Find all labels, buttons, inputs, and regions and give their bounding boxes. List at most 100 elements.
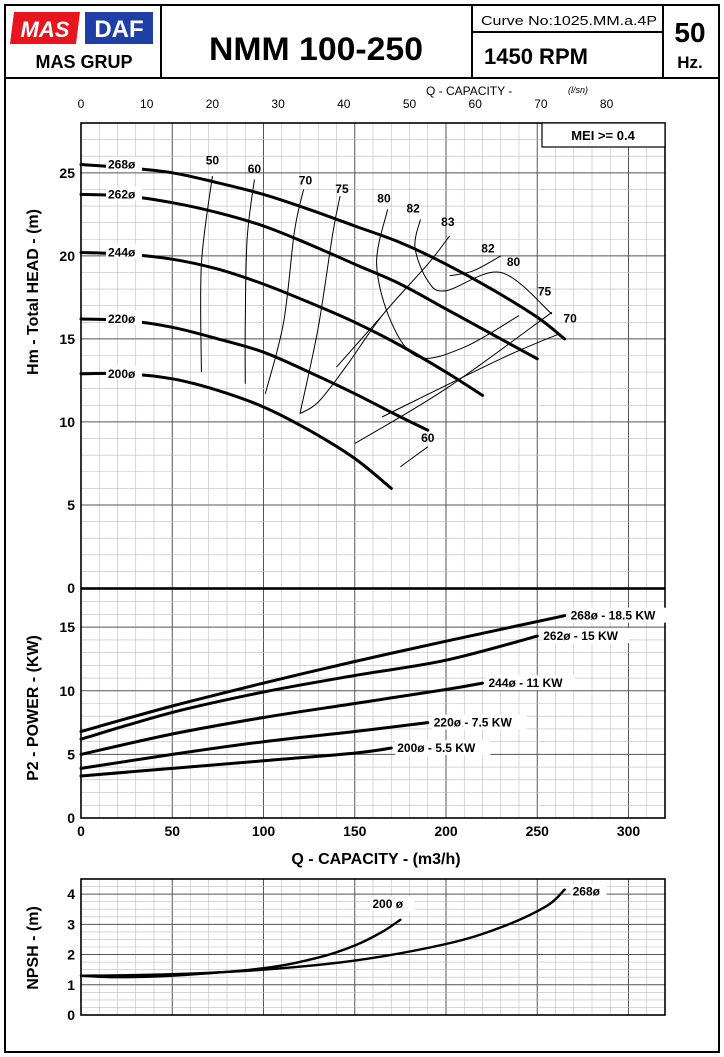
power-series-label-bg bbox=[431, 714, 527, 730]
power-series-label: 220ø - 7.5 KW bbox=[434, 716, 513, 730]
efficiency-label: 50 bbox=[206, 154, 220, 168]
power-xtick: 50 bbox=[164, 823, 180, 839]
power-plot: 268ø - 18.5 KW 262ø - 15 KW 244ø - 11 KW 22… bbox=[25, 588, 671, 868]
head-series-line bbox=[79, 163, 567, 341]
rpm-label: 1450 RPM bbox=[484, 44, 588, 69]
power-series-label-bg bbox=[486, 675, 575, 691]
daf-logo-bg bbox=[85, 12, 153, 44]
iso-efficiency-line bbox=[449, 255, 502, 277]
head-series-label: 268ø bbox=[108, 158, 136, 172]
brand-mas: MAS bbox=[21, 17, 70, 42]
power-xtick: 250 bbox=[526, 823, 550, 839]
top-xtick: 60 bbox=[469, 97, 483, 111]
top-xtick: 70 bbox=[534, 97, 548, 111]
power-ytick: 15 bbox=[59, 619, 75, 635]
iso-efficiency-line bbox=[381, 333, 560, 418]
power-xtick: 200 bbox=[434, 823, 458, 839]
head-ytick: 20 bbox=[59, 248, 75, 264]
npsh-frame bbox=[80, 878, 666, 1016]
power-curves bbox=[79, 614, 567, 778]
npsh-series-label-bg bbox=[570, 884, 607, 899]
power-ytick: 0 bbox=[67, 810, 75, 826]
power-xtick: 0 bbox=[77, 823, 85, 839]
power-series-label-bg bbox=[395, 740, 491, 756]
power-labels: 268ø - 18.5 KW 262ø - 15 KW 244ø - 11 KW 22… bbox=[395, 607, 671, 756]
brand-daf: DAF bbox=[94, 16, 143, 43]
head-series-line bbox=[79, 251, 484, 397]
efficiency-label: 60 bbox=[248, 162, 262, 176]
curve-number: Curve No:1025.MM.a.4P bbox=[481, 13, 657, 28]
power-frame bbox=[80, 588, 666, 819]
header: MAS DAF MAS GRUP NMM 100-250 Curve No:10… bbox=[6, 6, 718, 79]
performance-sheet: MAS DAF MAS GRUP NMM 100-250 Curve No:10… bbox=[4, 4, 720, 1053]
mas-logo-bg bbox=[10, 12, 80, 44]
head-series-label-bg bbox=[106, 186, 142, 201]
top-xtick: 40 bbox=[337, 97, 351, 111]
iso-efficiency-line bbox=[376, 209, 520, 359]
head-series-label-bg bbox=[106, 244, 142, 259]
npsh-series-line bbox=[79, 888, 566, 977]
power-series-line bbox=[79, 614, 567, 733]
brand-group: MAS GRUP bbox=[35, 52, 132, 72]
power-series-label-bg bbox=[541, 628, 630, 644]
power-series-label-bg bbox=[568, 607, 671, 623]
head-series-label: 200ø bbox=[108, 367, 136, 381]
power-series-line bbox=[79, 634, 539, 741]
head-series-label-bg bbox=[106, 156, 142, 171]
efficiency-label: 82 bbox=[481, 242, 495, 256]
model-title: NMM 100-250 bbox=[209, 31, 423, 67]
iso-efficiency-line bbox=[354, 311, 553, 444]
head-ytick: 10 bbox=[59, 414, 75, 430]
head-ytick: 25 bbox=[59, 165, 75, 181]
top-xtick: 80 bbox=[600, 97, 614, 111]
npsh-plot: 200 ø 268ø 0 1 2 3 4 NPSH - (m) bbox=[25, 878, 666, 1023]
head-series-label-bg bbox=[106, 365, 142, 380]
iso-efficiency-line bbox=[244, 179, 255, 384]
top-xtick: 20 bbox=[206, 97, 220, 111]
head-plot: 268ø262ø244ø220ø200ø50607075808283828075… bbox=[25, 84, 666, 596]
efficiency-label: 82 bbox=[406, 202, 420, 216]
iso-efficiency-line bbox=[414, 219, 553, 315]
power-grid bbox=[80, 588, 666, 819]
npsh-grid bbox=[80, 878, 666, 1016]
efficiency-label: 60 bbox=[421, 431, 435, 445]
power-series-label: 268ø - 18.5 KW bbox=[571, 609, 656, 623]
npsh-ytick: 1 bbox=[67, 977, 75, 993]
top-xtick: 30 bbox=[271, 97, 285, 111]
efficiency-label: 75 bbox=[335, 182, 349, 196]
head-series-line bbox=[79, 192, 539, 361]
top-xlabel: Q - CAPACITY - bbox=[426, 84, 512, 98]
power-series-label: 244ø - 11 KW bbox=[489, 676, 564, 690]
efficiency-label: 70 bbox=[299, 173, 313, 187]
hz-unit: Hz. bbox=[677, 53, 703, 72]
head-series-label: 262ø bbox=[108, 187, 136, 201]
npsh-ytick: 3 bbox=[67, 916, 75, 932]
head-ytick: 5 bbox=[67, 497, 75, 513]
power-xtick: 100 bbox=[252, 823, 276, 839]
power-series-line bbox=[79, 746, 393, 778]
efficiency-label: 83 bbox=[441, 215, 455, 229]
capacity-xlabel: Q - CAPACITY - (m3/h) bbox=[291, 851, 460, 868]
npsh-ytick: 0 bbox=[67, 1007, 75, 1023]
npsh-labels: 200 ø 268ø bbox=[370, 884, 607, 911]
head-ytick: 0 bbox=[67, 580, 75, 596]
mei-box bbox=[541, 122, 666, 148]
head-ylabel: Hm - Total HEAD - (m) bbox=[25, 209, 42, 375]
hz-value: 50 bbox=[674, 17, 705, 48]
head-border bbox=[80, 122, 666, 589]
head-labels: 268ø 262ø 244ø 220ø 200ø 50 60 70 75 80 82 83 82 80 75… bbox=[106, 154, 577, 445]
power-series-label: 262ø - 15 KW bbox=[543, 629, 618, 643]
efficiency-label: 80 bbox=[377, 192, 391, 206]
power-xtick: 150 bbox=[343, 823, 367, 839]
head-series-label: 220ø bbox=[108, 312, 136, 326]
power-ylabel: P2 - POWER - (KW) bbox=[25, 635, 42, 781]
npsh-ylabel: NPSH - (m) bbox=[25, 906, 42, 990]
top-xtick: 10 bbox=[140, 97, 154, 111]
head-iso-efficiency bbox=[200, 176, 560, 468]
brand-logo: MAS DAF MAS GRUP bbox=[10, 12, 153, 72]
head-ticks: 0 5 10 15 20 25 0 10 20 30 40 50 60 70 80 bbox=[59, 97, 613, 596]
top-xunit: (l/sn) bbox=[568, 85, 588, 95]
mei-label: MEI >= 0.4 bbox=[571, 128, 635, 143]
top-xtick: 0 bbox=[78, 97, 85, 111]
